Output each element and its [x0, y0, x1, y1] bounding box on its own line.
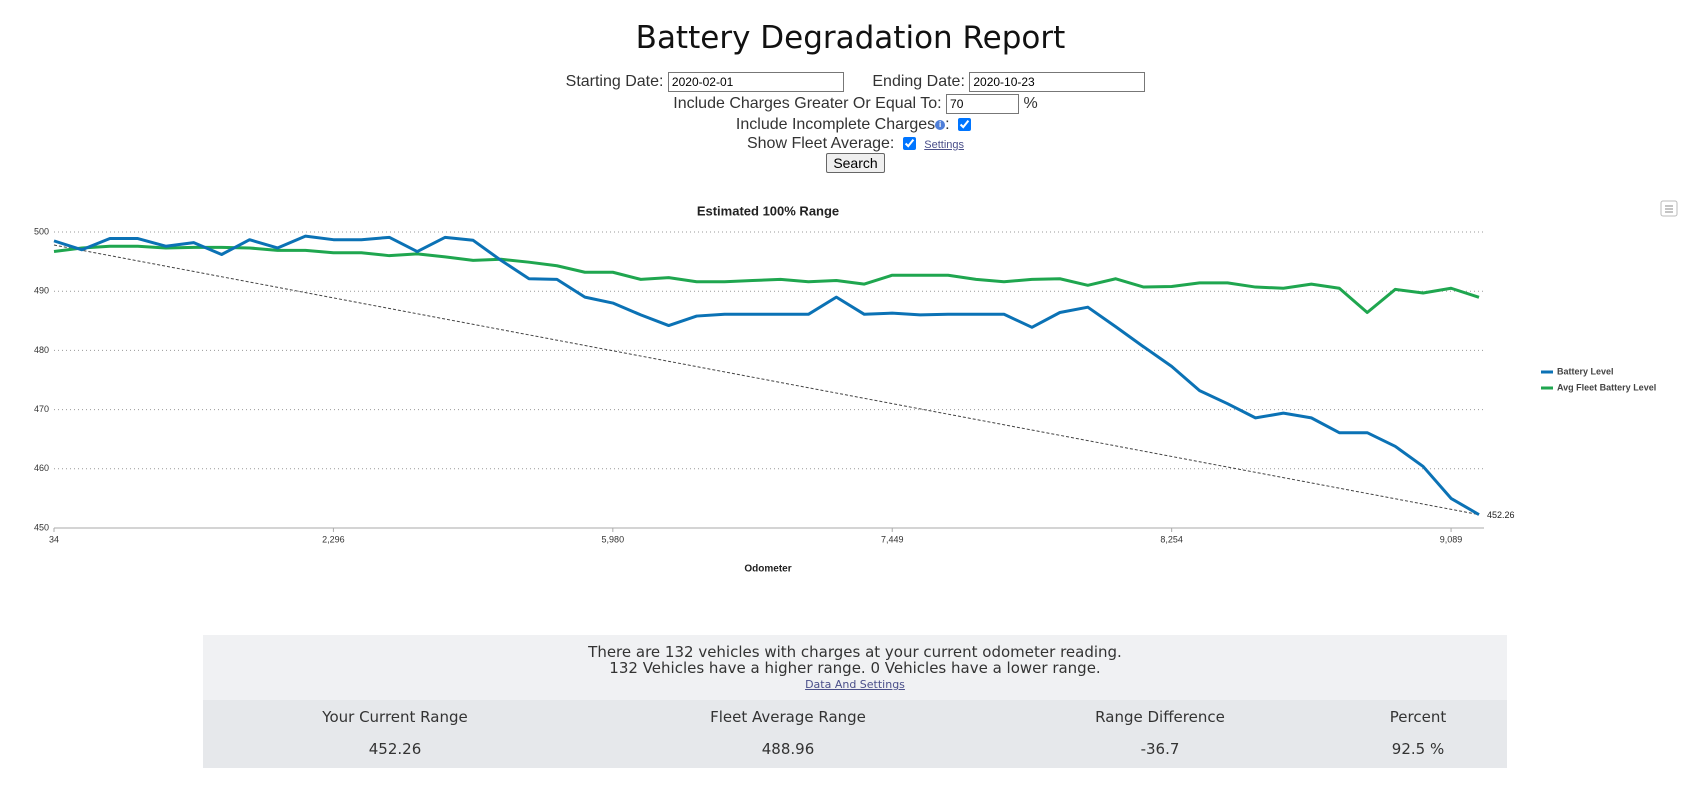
table-header: Fleet Average Range — [710, 708, 866, 726]
min-charge-label: Include Charges Greater Or Equal To: — [673, 95, 942, 113]
table-cell: 452.26 — [368, 740, 422, 758]
message-line: There are 132 vehicles with charges at y… — [588, 643, 1122, 661]
summary-table: Your Current Range Fleet Average Range Ran… — [203, 700, 1507, 768]
table-cell: 92.5 % — [1391, 740, 1445, 758]
series-line — [53, 244, 1480, 315]
search-button[interactable]: Search — [826, 153, 885, 173]
page-title: Battery Degradation Report — [635, 20, 1066, 56]
x-tick-label: 2,296 — [322, 534, 345, 544]
table-header: Range Difference — [1095, 708, 1225, 726]
min-charge-unit: % — [1023, 95, 1038, 113]
fleet-row: Show Fleet Average: Settings — [0, 135, 1701, 153]
trend-line — [53, 244, 1480, 516]
incomplete-suffix: : — [945, 116, 950, 133]
ending-date-label: Ending Date: — [872, 73, 965, 91]
min-charge-row: Include Charges Greater Or Equal To: % — [0, 94, 1701, 114]
incomplete-row: Include Incomplete Charges i: — [0, 116, 1701, 134]
search-row: Search — [0, 153, 1701, 173]
table-header: Your Current Range — [322, 708, 468, 726]
x-tick-label: 7,449 — [881, 534, 904, 544]
x-tick-label: 34 — [49, 534, 59, 544]
y-tick-label: 500 — [34, 226, 49, 236]
incomplete-label: Include Incomplete Charges — [735, 116, 936, 133]
x-tick-label: 9,089 — [1440, 534, 1463, 544]
menu-button[interactable] — [1660, 200, 1678, 217]
date-row: Starting Date: Ending Date: — [0, 72, 1701, 92]
x-tick-label: 8,254 — [1160, 534, 1183, 544]
table-cell: -36.7 — [1140, 740, 1180, 758]
y-tick-label: 480 — [34, 345, 49, 355]
chart-title: Estimated 100% Range — [697, 203, 839, 218]
x-axis-title: Odometer — [744, 564, 791, 575]
legend-label: Battery Level — [1557, 366, 1614, 376]
table-cell: 488.96 — [761, 740, 815, 758]
legend-label: Avg Fleet Battery Level — [1557, 382, 1656, 392]
y-tick-label: 460 — [34, 463, 49, 473]
incomplete-checkbox[interactable] — [958, 118, 972, 132]
summary-panel: There are 132 vehicles with charges at y… — [203, 635, 1507, 768]
table-header: Percent — [1389, 708, 1447, 726]
ending-date-input[interactable] — [969, 72, 1146, 92]
summary-message: There are 132 vehicles with charges at y… — [203, 635, 1507, 700]
y-tick-label: 490 — [34, 286, 49, 296]
fleet-checkbox[interactable] — [902, 137, 916, 151]
message-line: 132 Vehicles have a higher range. 0 Vehi… — [609, 659, 1101, 677]
fleet-label: Show Fleet Average: — [746, 135, 895, 152]
info-icon[interactable]: i — [935, 119, 946, 130]
starting-date-input[interactable] — [667, 72, 844, 92]
series-line — [53, 234, 1480, 516]
data-label: 452.26 — [1487, 510, 1515, 520]
starting-date-label: Starting Date: — [565, 73, 664, 91]
min-charge-input[interactable] — [946, 94, 1020, 114]
x-tick-label: 5,980 — [602, 534, 625, 544]
y-tick-label: 470 — [34, 404, 49, 414]
settings-link[interactable]: Settings — [924, 139, 964, 151]
y-tick-label: 450 — [34, 522, 49, 532]
data-settings-link[interactable]: Data And Settings — [805, 678, 905, 691]
